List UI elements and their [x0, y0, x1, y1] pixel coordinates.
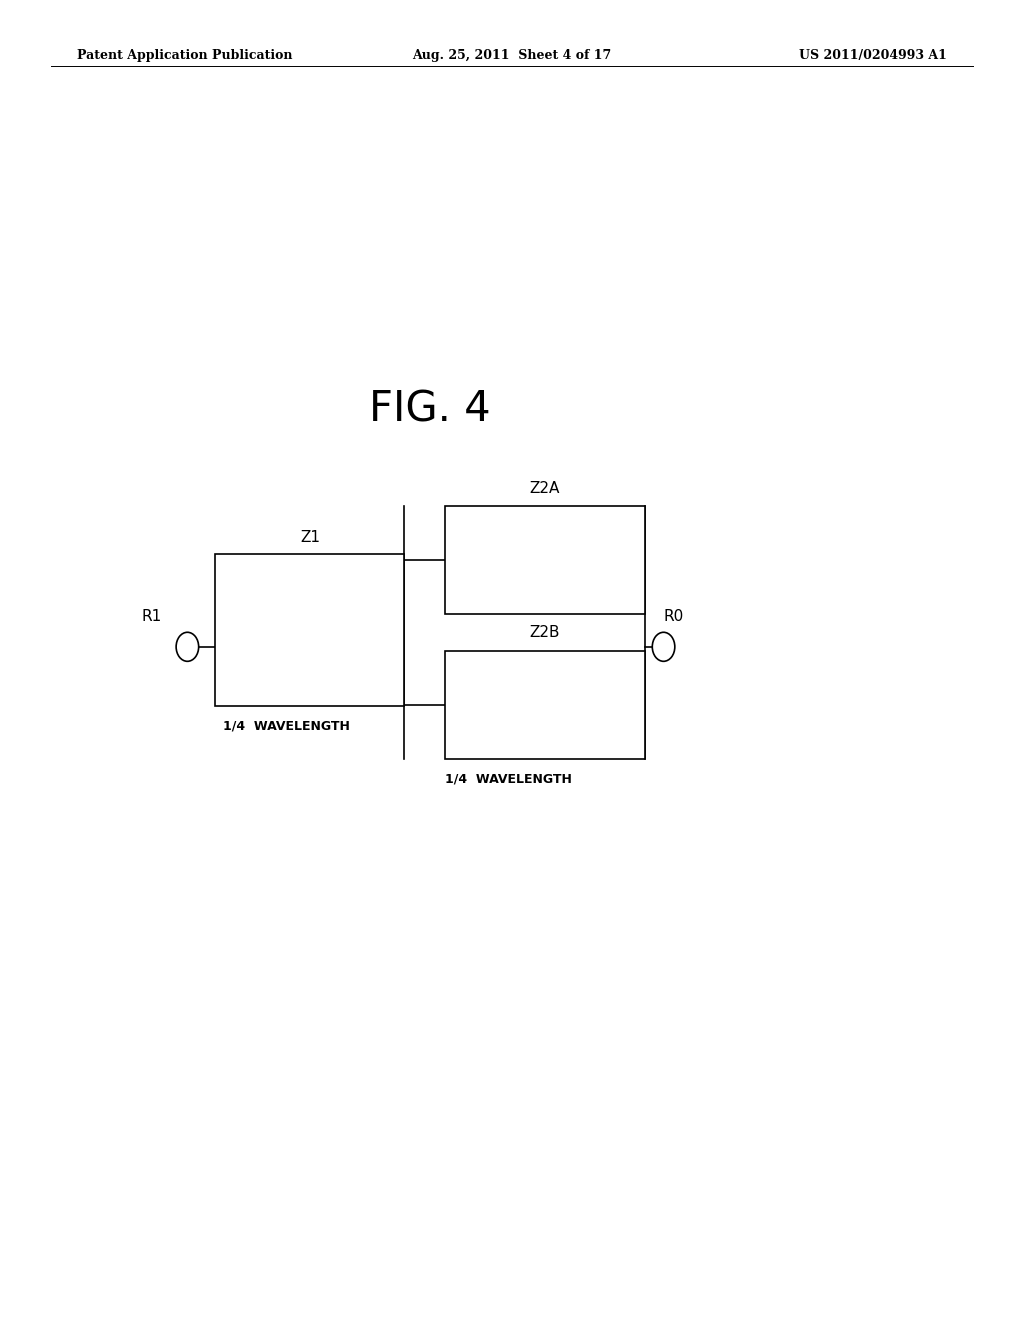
- Text: 1/4  WAVELENGTH: 1/4 WAVELENGTH: [223, 719, 350, 733]
- Text: 1/4  WAVELENGTH: 1/4 WAVELENGTH: [445, 772, 572, 785]
- Text: Z2B: Z2B: [529, 626, 560, 640]
- Circle shape: [176, 632, 199, 661]
- Text: FIG. 4: FIG. 4: [370, 388, 490, 430]
- Bar: [445, 651, 645, 759]
- Text: Z2A: Z2A: [529, 482, 560, 496]
- Text: US 2011/0204993 A1: US 2011/0204993 A1: [800, 49, 947, 62]
- Text: Z1: Z1: [300, 531, 321, 545]
- Text: R1: R1: [141, 610, 162, 624]
- Circle shape: [652, 632, 675, 661]
- Text: Aug. 25, 2011  Sheet 4 of 17: Aug. 25, 2011 Sheet 4 of 17: [413, 49, 611, 62]
- Text: R0: R0: [664, 610, 684, 624]
- Bar: [445, 506, 645, 614]
- Text: Patent Application Publication: Patent Application Publication: [77, 49, 292, 62]
- Bar: [215, 554, 404, 706]
